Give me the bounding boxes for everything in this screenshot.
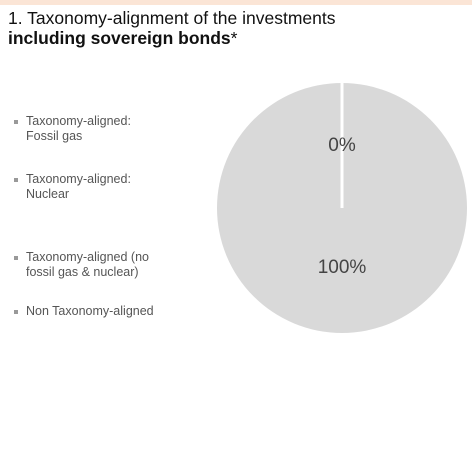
legend-item: Non Taxonomy-aligned <box>12 304 154 319</box>
legend-label: Taxonomy-aligned: Nuclear <box>26 172 131 201</box>
legend-marker <box>14 256 18 260</box>
data-label: 0% <box>328 135 356 156</box>
header-strip <box>0 0 472 5</box>
legend-label: Taxonomy-aligned (no fossil gas & nuclea… <box>26 250 149 279</box>
data-label: 100% <box>318 257 367 278</box>
legend-item: Taxonomy-aligned: Fossil gas <box>12 114 131 144</box>
title-bold: including sovereign bonds <box>8 28 231 48</box>
legend-item: Taxonomy-aligned: Nuclear <box>12 172 131 202</box>
title-line: 1. Taxonomy-alignment of the investments <box>8 8 336 28</box>
title-note: * <box>230 28 238 48</box>
legend-marker <box>14 310 18 314</box>
chart-title: 1. Taxonomy-alignment of the investments… <box>8 8 335 48</box>
legend-item: Taxonomy-aligned (no fossil gas & nuclea… <box>12 250 149 280</box>
legend-label: Non Taxonomy-aligned <box>26 304 154 318</box>
legend-marker <box>14 178 18 182</box>
legend-label: Taxonomy-aligned: Fossil gas <box>26 114 131 143</box>
legend-marker <box>14 120 18 124</box>
